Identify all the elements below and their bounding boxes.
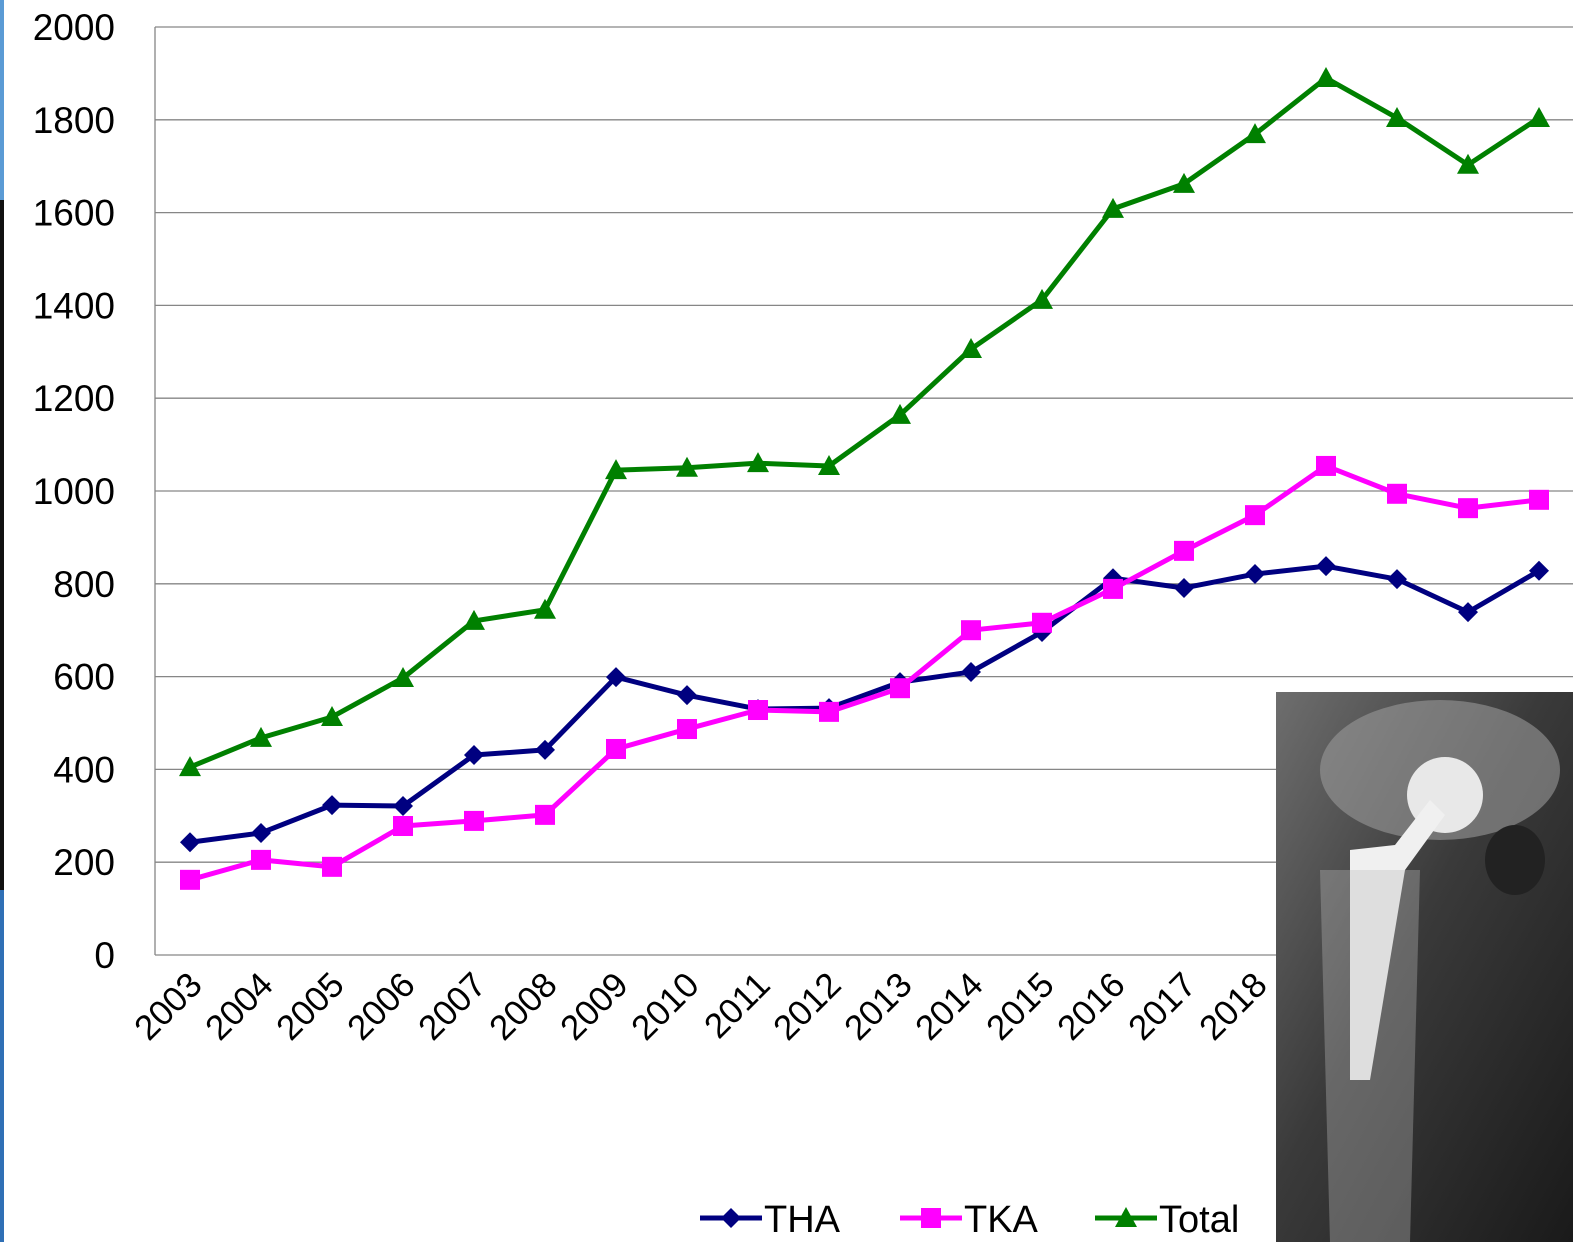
slide-edge bbox=[0, 890, 4, 1242]
y-tick-label: 1600 bbox=[33, 193, 115, 234]
legend-marker bbox=[921, 1208, 941, 1228]
x-tick-label: 2016 bbox=[1050, 965, 1133, 1048]
marker bbox=[606, 739, 626, 759]
x-tick-label: 2009 bbox=[553, 965, 636, 1048]
chart: 0 200 400 600 800 1000 1200 1400 1600 1800 2000 200… bbox=[0, 0, 1573, 1242]
marker bbox=[1458, 498, 1478, 518]
x-tick-label: 2014 bbox=[908, 965, 991, 1048]
marker bbox=[251, 823, 271, 843]
legend-marker bbox=[721, 1208, 741, 1228]
x-tick-label: 2004 bbox=[198, 965, 281, 1048]
marker bbox=[1458, 602, 1478, 622]
page: {"chart_data": {"type": "line", "categor… bbox=[0, 0, 1573, 1242]
x-tick-label: 2008 bbox=[482, 965, 565, 1048]
x-tick-label: 2017 bbox=[1121, 965, 1204, 1048]
marker bbox=[1315, 67, 1337, 87]
x-tick-label: 2003 bbox=[127, 965, 210, 1048]
legend: THA TKA Total bbox=[700, 1199, 1239, 1241]
marker bbox=[1316, 556, 1336, 576]
marker bbox=[1316, 456, 1336, 476]
marker bbox=[180, 870, 200, 890]
y-tick-label: 200 bbox=[53, 842, 115, 883]
y-tick-label: 2000 bbox=[33, 7, 115, 48]
y-tick-label: 600 bbox=[53, 657, 115, 698]
marker bbox=[1528, 107, 1550, 127]
slide-edge bbox=[0, 200, 4, 890]
marker bbox=[393, 816, 413, 836]
marker bbox=[1529, 490, 1549, 510]
x-tick-label: 2005 bbox=[269, 965, 352, 1048]
marker bbox=[890, 678, 910, 698]
y-tick-label: 1400 bbox=[33, 285, 115, 326]
legend-label: THA bbox=[764, 1199, 841, 1241]
x-tick-label: 2013 bbox=[837, 965, 920, 1048]
marker bbox=[1174, 578, 1194, 598]
marker bbox=[819, 702, 839, 722]
series-line bbox=[190, 78, 1539, 767]
y-tick-label: 0 bbox=[94, 935, 115, 976]
y-tick-label: 1000 bbox=[33, 471, 115, 512]
marker bbox=[1387, 484, 1407, 504]
marker bbox=[961, 620, 981, 640]
marker bbox=[748, 700, 768, 720]
legend-label: Total bbox=[1159, 1199, 1239, 1241]
legend-label: TKA bbox=[964, 1199, 1039, 1241]
slide-edge bbox=[0, 0, 4, 200]
marker bbox=[1103, 579, 1123, 599]
marker bbox=[1174, 541, 1194, 561]
x-tick-label: 2011 bbox=[697, 965, 778, 1046]
x-tick-label: 2010 bbox=[624, 965, 707, 1048]
xray-image bbox=[1276, 692, 1573, 1242]
y-tick-label: 1800 bbox=[33, 100, 115, 141]
marker bbox=[1032, 613, 1052, 633]
marker bbox=[535, 805, 555, 825]
marker bbox=[677, 719, 697, 739]
marker bbox=[961, 662, 981, 682]
marker bbox=[1245, 505, 1265, 525]
marker bbox=[322, 795, 342, 815]
marker bbox=[180, 832, 200, 852]
x-tick-label: 2018 bbox=[1192, 965, 1275, 1048]
marker bbox=[322, 857, 342, 877]
marker bbox=[1387, 569, 1407, 589]
marker bbox=[1529, 561, 1549, 581]
marker bbox=[1386, 107, 1408, 127]
marker bbox=[251, 850, 271, 870]
x-tick-label: 2015 bbox=[979, 965, 1062, 1048]
y-tick-label: 1200 bbox=[33, 378, 115, 419]
marker bbox=[321, 706, 343, 726]
x-tick-label: 2006 bbox=[340, 965, 423, 1048]
y-tick-label: 800 bbox=[53, 564, 115, 605]
y-tick-label: 400 bbox=[53, 749, 115, 790]
x-tick-label: 2012 bbox=[766, 965, 849, 1048]
x-tick-label: 2007 bbox=[411, 965, 494, 1048]
marker bbox=[1245, 564, 1265, 584]
marker bbox=[677, 685, 697, 705]
marker bbox=[464, 811, 484, 831]
